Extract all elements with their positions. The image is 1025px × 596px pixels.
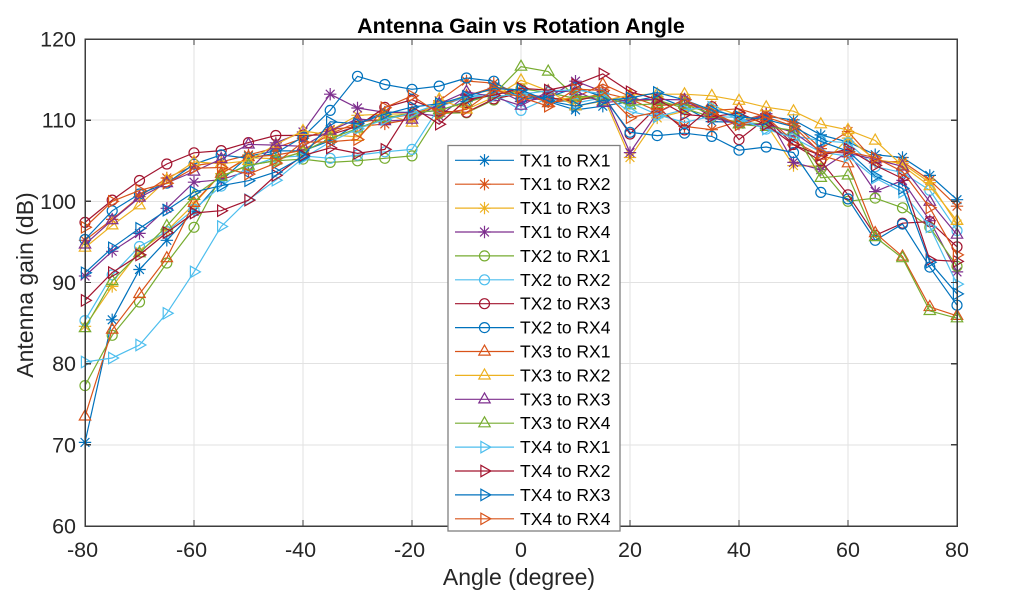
svg-text:TX3 to RX2: TX3 to RX2 bbox=[520, 365, 610, 385]
svg-text:TX4 to RX2: TX4 to RX2 bbox=[520, 461, 610, 481]
svg-text:90: 90 bbox=[52, 271, 76, 295]
svg-text:TX3 to RX4: TX3 to RX4 bbox=[520, 413, 611, 433]
svg-text:20: 20 bbox=[618, 538, 642, 562]
svg-text:TX1 to RX2: TX1 to RX2 bbox=[520, 174, 610, 194]
svg-text:80: 80 bbox=[52, 352, 76, 376]
svg-text:TX1 to RX1: TX1 to RX1 bbox=[520, 150, 610, 170]
svg-text:TX4 to RX4: TX4 to RX4 bbox=[520, 509, 611, 529]
svg-text:TX4 to RX3: TX4 to RX3 bbox=[520, 485, 610, 505]
svg-text:110: 110 bbox=[42, 109, 76, 133]
svg-text:-40: -40 bbox=[285, 538, 316, 562]
svg-text:TX3 to RX1: TX3 to RX1 bbox=[520, 342, 610, 362]
svg-text:TX3 to RX3: TX3 to RX3 bbox=[520, 389, 610, 409]
svg-text:TX2 to RX2: TX2 to RX2 bbox=[520, 270, 610, 290]
svg-text:40: 40 bbox=[727, 538, 751, 562]
svg-text:80: 80 bbox=[945, 538, 969, 562]
svg-text:-80: -80 bbox=[67, 538, 98, 562]
svg-text:TX2 to RX1: TX2 to RX1 bbox=[520, 246, 610, 266]
svg-text:Antenna Gain vs Rotation Angle: Antenna Gain vs Rotation Angle bbox=[357, 14, 685, 38]
svg-text:TX2 to RX3: TX2 to RX3 bbox=[520, 294, 610, 314]
svg-text:TX2 to RX4: TX2 to RX4 bbox=[520, 318, 611, 338]
svg-text:Antenna gain (dB): Antenna gain (dB) bbox=[12, 192, 38, 377]
svg-text:-60: -60 bbox=[176, 538, 207, 562]
svg-text:120: 120 bbox=[40, 28, 76, 52]
svg-text:TX1 to RX4: TX1 to RX4 bbox=[520, 222, 611, 242]
svg-text:TX4 to RX1: TX4 to RX1 bbox=[520, 437, 610, 457]
svg-text:TX1 to RX3: TX1 to RX3 bbox=[520, 198, 610, 218]
svg-text:0: 0 bbox=[515, 538, 527, 562]
svg-text:60: 60 bbox=[836, 538, 860, 562]
svg-text:-20: -20 bbox=[394, 538, 425, 562]
svg-text:70: 70 bbox=[52, 433, 76, 457]
svg-text:Angle (degree): Angle (degree) bbox=[443, 564, 595, 590]
svg-text:60: 60 bbox=[52, 515, 76, 539]
svg-text:100: 100 bbox=[40, 190, 76, 214]
